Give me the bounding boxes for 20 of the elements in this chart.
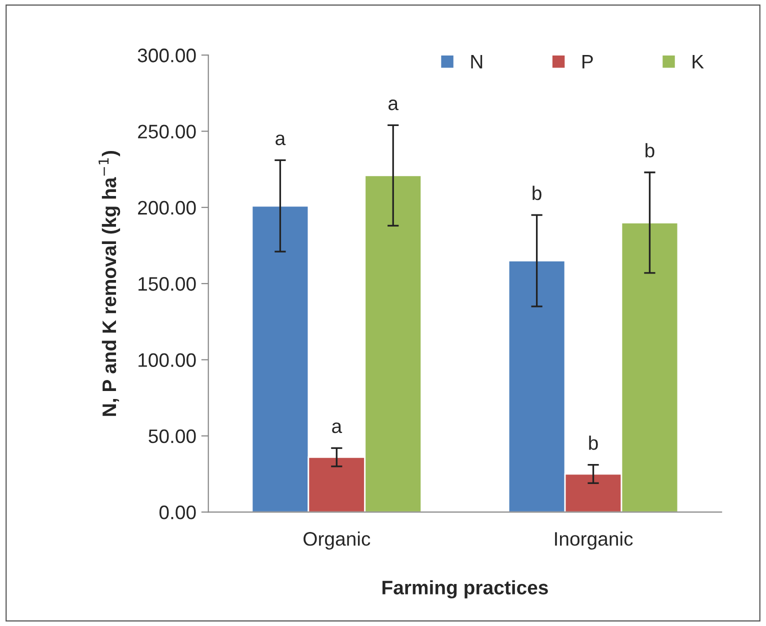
- x-axis-title: Farming practices: [382, 580, 548, 598]
- annotation: b: [589, 436, 598, 450]
- legend-label: P: [582, 55, 593, 68]
- y-tick-label: 50.00: [148, 429, 196, 444]
- y-tick-label: 300.00: [138, 48, 196, 62]
- annotation: a: [276, 134, 286, 146]
- y-tick-label: 200.00: [138, 200, 196, 215]
- y-tick-label: 0.00: [159, 506, 196, 520]
- legend-label: K: [692, 55, 704, 68]
- y-tick-label: 100.00: [138, 353, 196, 367]
- annotation: b: [646, 143, 654, 158]
- y-tick-label: 150.00: [138, 277, 196, 291]
- annotation: a: [388, 100, 399, 110]
- annotation: b: [532, 186, 542, 200]
- x-tick-label: Inorganic: [555, 532, 633, 550]
- y-axis-title: N, P and K removal (kg ha$^{−1}$): [98, 150, 120, 416]
- annotation: a: [332, 422, 342, 434]
- x-tick-label: Organic: [304, 532, 370, 550]
- y-tick-label: 250.00: [138, 124, 196, 138]
- legend-label: N: [471, 55, 482, 68]
